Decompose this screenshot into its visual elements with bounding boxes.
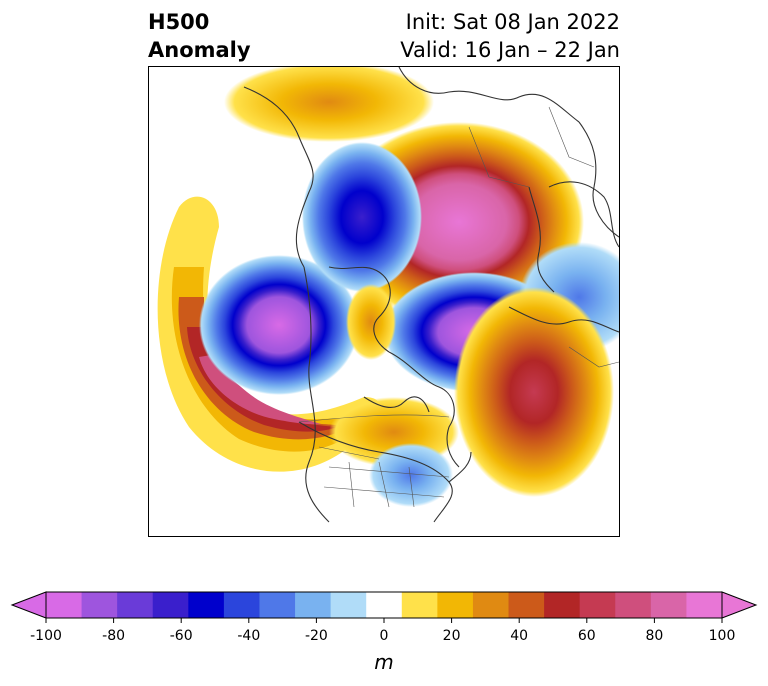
colorbar-extend-low [10,591,47,619]
colorbar-bin [259,592,296,618]
title-valid: Valid: 16 Jan – 22 Jan [400,38,620,62]
positive-anomaly-north [224,67,434,142]
colorbar-bin [686,592,723,618]
colorbar-bin [223,592,260,618]
map-title-right: Init: Sat 08 Jan 2022 Valid: 16 Jan – 22… [400,8,620,64]
colorbar-bin [401,592,438,618]
colorbar-tick-label: 60 [577,628,596,644]
colorbar-unit-label: m [374,650,394,674]
colorbar-bin [81,592,118,618]
colorbar-tick-label: -60 [169,628,193,644]
colorbar-tick-label: 100 [708,628,736,644]
colorbar-bin [615,592,652,618]
colorbar-tick-label: -100 [30,628,62,644]
positive-anomaly-canada [346,284,396,360]
colorbar-tick-label: -40 [237,628,261,644]
colorbar-extend-high [721,591,758,619]
colorbar-bin [508,592,545,618]
colorbar-bin [117,592,154,618]
negative-anomaly-gulf-of-alaska [199,255,359,395]
anomaly-map-svg [157,67,619,523]
colorbar-bin [330,592,367,618]
colorbar-tick-label: 20 [442,628,461,644]
negative-anomaly-eastern-us [369,443,453,507]
colorbar-bin [437,592,474,618]
colorbar-tick-label: 0 [379,628,389,644]
colorbar-bin [579,592,616,618]
colorbar-bin [188,592,225,618]
coastlines [243,67,619,523]
title-init: Init: Sat 08 Jan 2022 [405,10,620,34]
colorbar-bin [295,592,332,618]
colorbar-bin [544,592,581,618]
anomaly-map [148,66,620,537]
negative-anomaly-eastern-siberia [302,142,422,292]
colorbar-bin [366,592,403,618]
colorbar-tick-label: 80 [645,628,664,644]
title-field: Anomaly [148,38,251,62]
map-title-left: H500 Anomaly [148,8,251,64]
colorbar [10,591,758,623]
positive-anomaly-west-ring-3 [178,297,349,440]
colorbar-bin [472,592,510,618]
colorbar-tick-label: 40 [510,628,529,644]
title-variable: H500 [148,10,210,34]
colorbar-bin [650,592,687,618]
colorbar-bin [152,592,189,618]
country-borders [298,106,619,508]
colorbar-bin [46,592,83,618]
colorbar-tick-label: -80 [102,628,126,644]
positive-anomaly-east-atlantic [454,287,614,497]
colorbar-tick-label: -20 [304,628,328,644]
